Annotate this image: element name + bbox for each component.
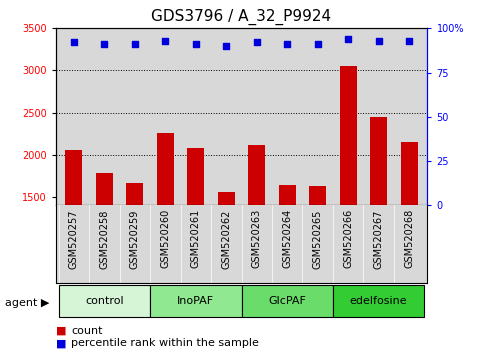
Bar [127, 183, 143, 323]
Bar [242, 285, 333, 317]
Bar [340, 66, 356, 323]
Point [70, 40, 78, 45]
Point [100, 41, 108, 47]
Bar [157, 133, 174, 323]
Bar [66, 150, 82, 323]
Text: edelfosine: edelfosine [350, 296, 408, 306]
Text: GSM520259: GSM520259 [130, 209, 140, 269]
Text: count: count [71, 326, 103, 336]
Point [344, 36, 352, 42]
Bar [187, 148, 204, 323]
Text: GSM520261: GSM520261 [191, 209, 201, 268]
Bar [309, 185, 326, 323]
Text: ■: ■ [56, 338, 66, 348]
Text: agent ▶: agent ▶ [5, 298, 49, 308]
Text: GDS3796 / A_32_P9924: GDS3796 / A_32_P9924 [152, 9, 331, 25]
Point [131, 41, 139, 47]
Bar [333, 285, 425, 317]
Text: GSM520265: GSM520265 [313, 209, 323, 269]
Point [405, 38, 413, 44]
Text: GSM520260: GSM520260 [160, 209, 170, 268]
Point [284, 41, 291, 47]
Bar [279, 185, 296, 323]
Point [161, 38, 169, 44]
Text: GSM520262: GSM520262 [221, 209, 231, 269]
Text: percentile rank within the sample: percentile rank within the sample [71, 338, 259, 348]
Point [192, 41, 199, 47]
Bar [150, 285, 242, 317]
Text: GSM520267: GSM520267 [374, 209, 384, 269]
Text: InoPAF: InoPAF [177, 296, 214, 306]
Bar [401, 142, 417, 323]
Bar [248, 145, 265, 323]
Text: GSM520268: GSM520268 [404, 209, 414, 268]
Text: GSM520266: GSM520266 [343, 209, 353, 268]
Text: GlcPAF: GlcPAF [268, 296, 306, 306]
Point [375, 38, 383, 44]
Bar [218, 192, 235, 323]
Text: ■: ■ [56, 326, 66, 336]
Text: GSM520258: GSM520258 [99, 209, 109, 269]
Bar [96, 173, 113, 323]
Bar [370, 117, 387, 323]
Point [222, 43, 230, 49]
Bar [58, 285, 150, 317]
Text: control: control [85, 296, 124, 306]
Text: GSM520264: GSM520264 [282, 209, 292, 268]
Text: GSM520257: GSM520257 [69, 209, 79, 269]
Text: GSM520263: GSM520263 [252, 209, 262, 268]
Point [314, 41, 322, 47]
Point [253, 40, 261, 45]
